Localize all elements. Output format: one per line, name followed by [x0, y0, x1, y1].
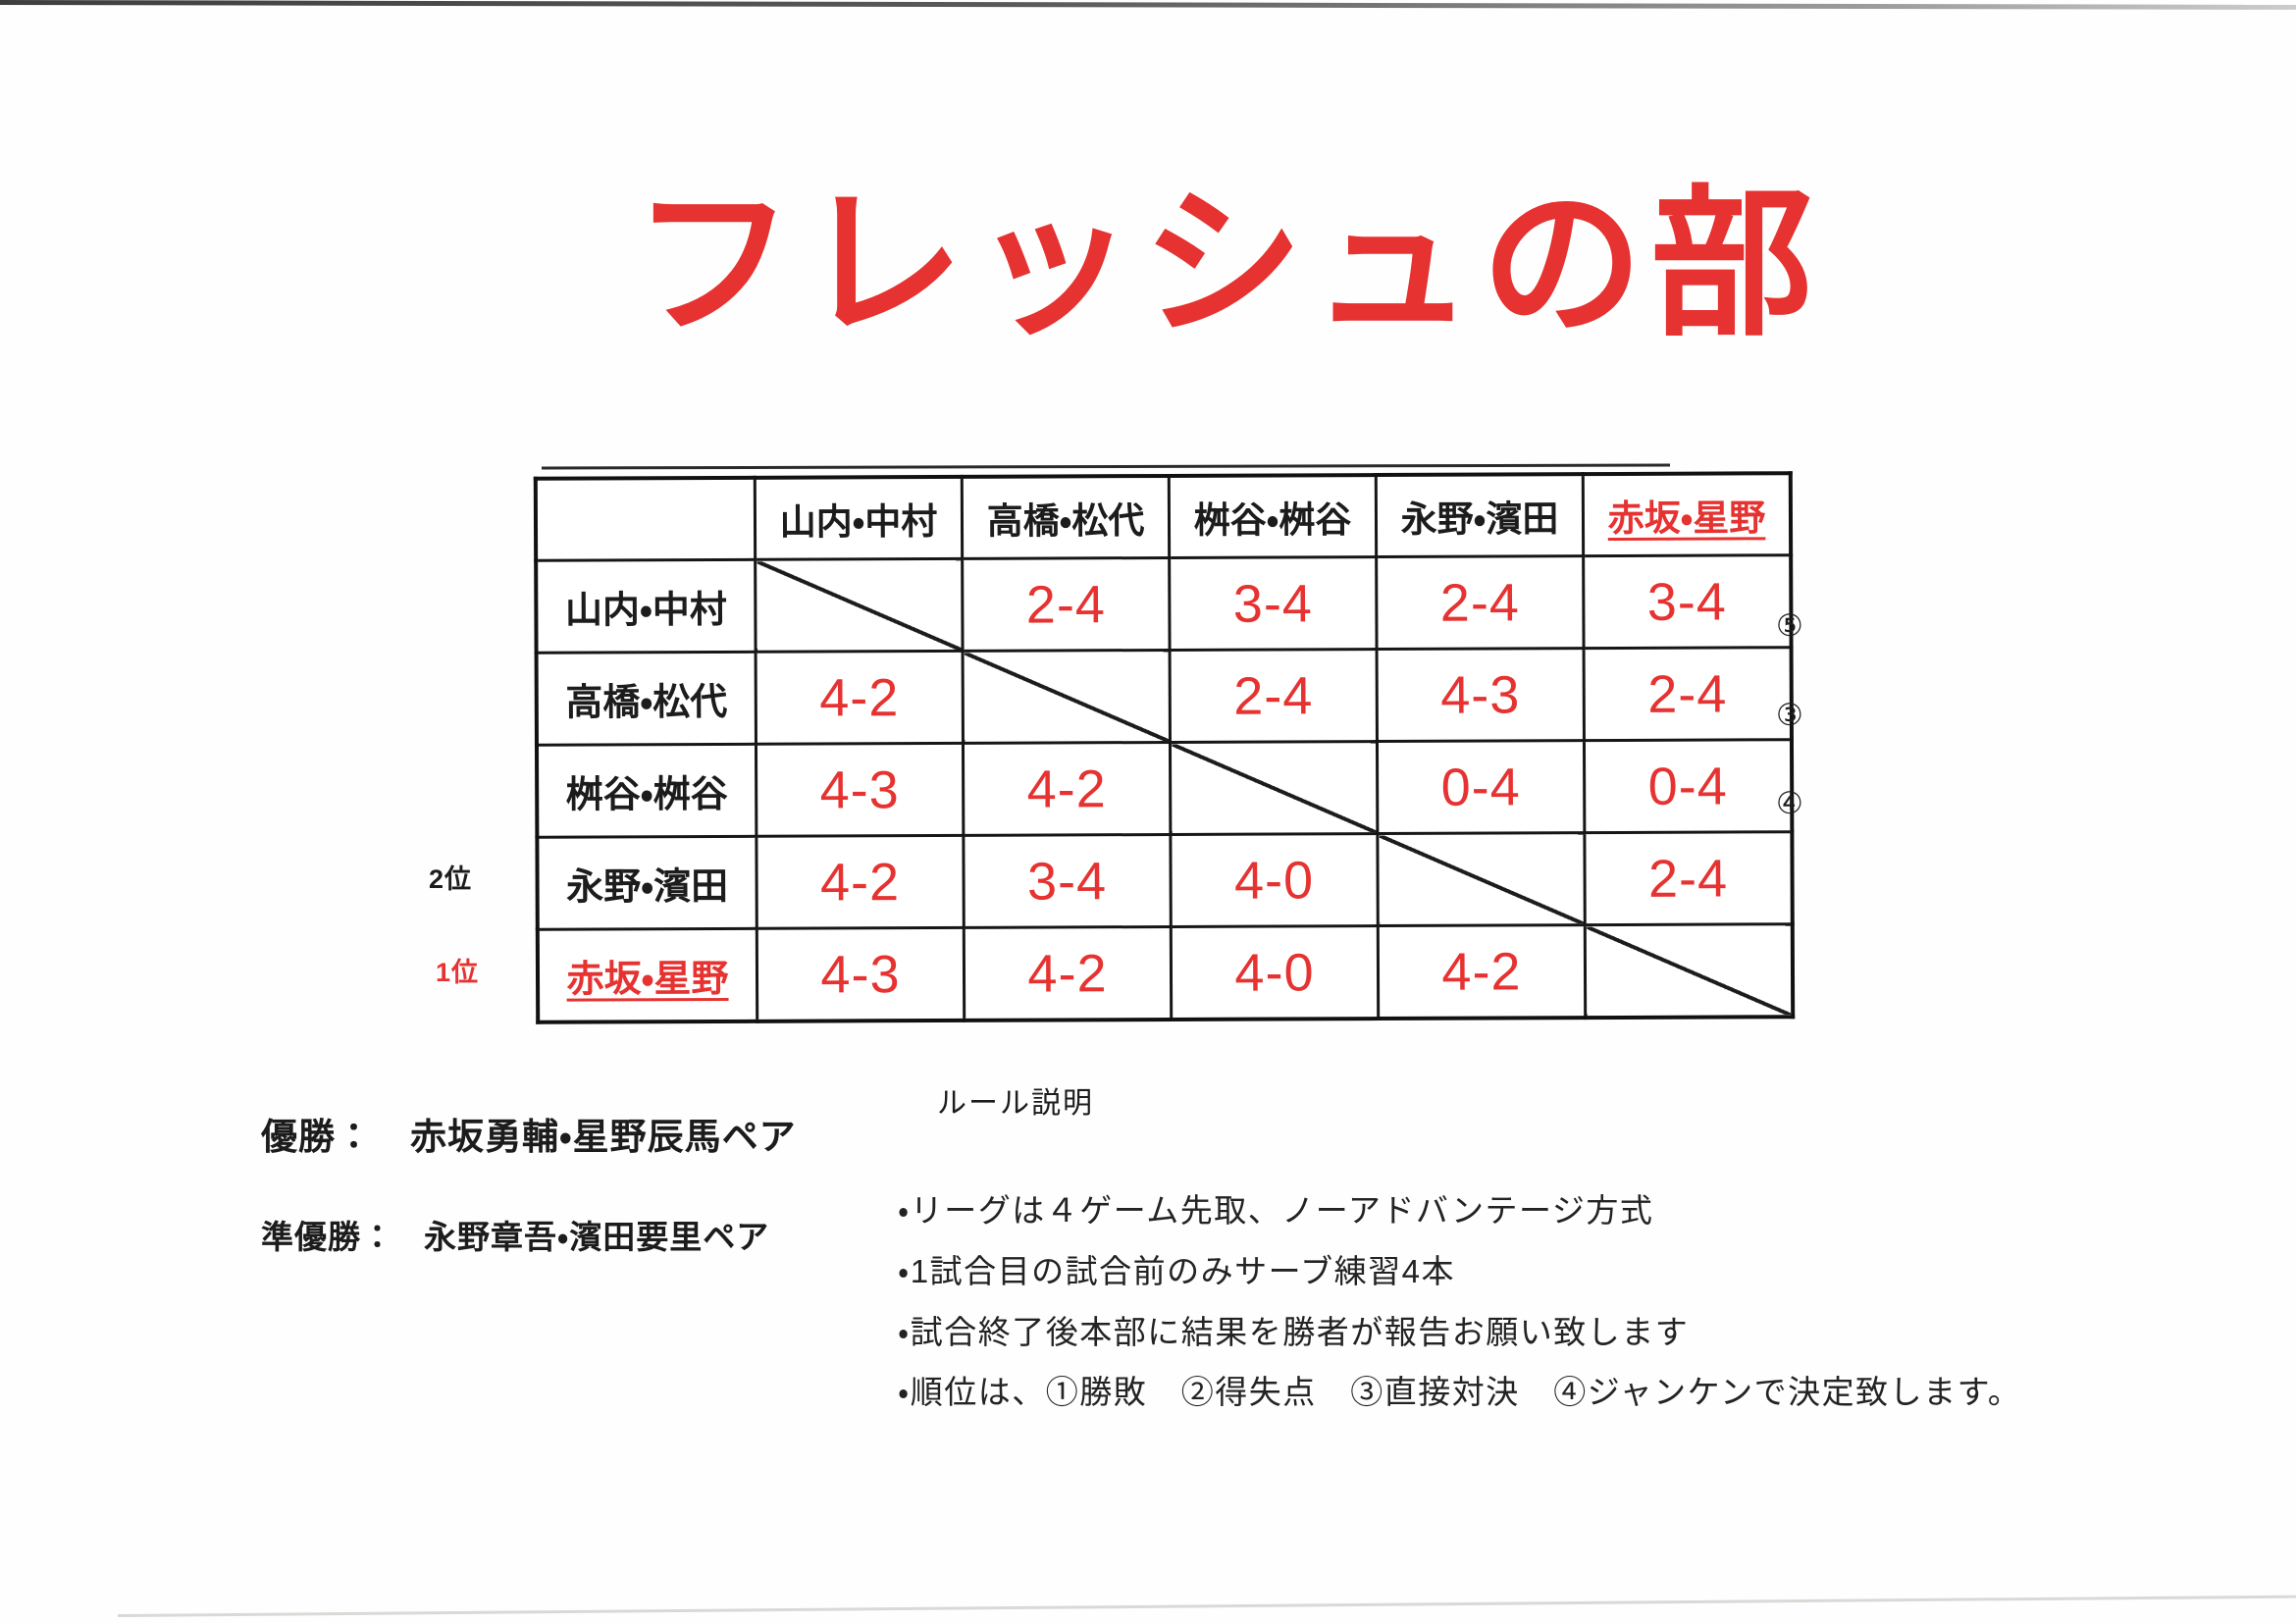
score-cell: 2-4: [1584, 647, 1792, 741]
runner-up-line: 準優勝： 永野章吾・濱田要里ペア: [261, 1211, 769, 1258]
round-robin-table: 山内・中村 高橋・松代 桝谷・桝谷 永野・濱田 赤坂・星野 山内・中村 2-4 …: [533, 471, 1796, 1024]
table-row: 永野・濱田 4-2 3-4 4-0 2-4: [537, 831, 1793, 930]
score-cell: 4-2: [756, 651, 964, 745]
page-title: フレッシュの部: [632, 176, 1821, 355]
row-header-yamauchi-nakamura: 山内・中村: [536, 559, 757, 654]
score-cell: 4-2: [963, 742, 1171, 836]
circled-rank-mark-row3: ④: [1776, 786, 1803, 820]
score-cell: 4-3: [1377, 648, 1585, 742]
col-header-akasaka-hoshino: 赤坂・星野: [1583, 473, 1792, 556]
score-cell: 2-4: [1584, 831, 1793, 925]
score-cell: 4-2: [1378, 924, 1586, 1020]
table-top-ghost-line: [541, 463, 1671, 470]
col-header-takahashi-matsushiro: 高橋・松代: [962, 475, 1170, 559]
col-header-masuya-masuya: 桝谷・桝谷: [1169, 475, 1377, 558]
score-cell: 2-4: [962, 557, 1171, 652]
col-header-yamauchi-nakamura: 山内・中村: [755, 476, 963, 560]
score-cell: 0-4: [1377, 740, 1585, 834]
score-cell: 4-3: [756, 743, 964, 837]
scan-edge-top-line: [0, 0, 2296, 10]
table-row: 高橋・松代 4-2 2-4 4-3 2-4: [536, 647, 1792, 746]
table-header-row: 山内・中村 高橋・松代 桝谷・桝谷 永野・濱田 赤坂・星野: [535, 473, 1792, 561]
runner-up-pair-name: 永野章吾・濱田要里ペア: [424, 1219, 770, 1255]
champion-line: 優勝： 赤坂勇輔・星野辰馬ペア: [261, 1107, 797, 1160]
table-row: 赤坂・星野 4-3 4-2 4-0 4-2: [537, 923, 1794, 1022]
score-cell: 2-4: [1170, 649, 1378, 743]
score-cell: 4-2: [756, 835, 965, 929]
score-cell: 2-4: [1376, 555, 1585, 650]
table-corner-cell: [535, 477, 756, 561]
self-match-cell: [1377, 832, 1586, 926]
row-header-takahashi-matsushiro: 高橋・松代: [536, 652, 757, 746]
rule-item: ・リーグは４ゲーム先取、ノーアドバンテージ方式: [898, 1192, 1654, 1229]
rank-label-first: 1位: [436, 958, 480, 987]
table-row: 桝谷・桝谷 4-3 4-2 0-4 0-4: [536, 739, 1793, 838]
self-match-cell: [755, 558, 964, 653]
table-row: 山内・中村 2-4 3-4 2-4 3-4: [536, 554, 1792, 654]
scan-edge-bottom-line: [118, 1595, 2296, 1617]
col-header-nagano-hamada: 永野・濱田: [1376, 474, 1584, 557]
score-cell: 0-4: [1584, 739, 1793, 833]
runner-up-label: 準優勝：: [261, 1219, 394, 1255]
row-header-nagano-hamada: 永野・濱田: [537, 836, 757, 930]
score-cell: 4-0: [1170, 833, 1379, 927]
circled-rank-mark-row2: ③: [1776, 698, 1803, 732]
score-cell: 3-4: [963, 834, 1172, 928]
rules-heading: ルール説明: [937, 1087, 1094, 1120]
rule-item: ・試合終了後本部に結果を勝者が報告お願い致します: [898, 1314, 1690, 1350]
self-match-cell: [1170, 741, 1378, 835]
champion-label: 優勝：: [261, 1117, 373, 1157]
row-header-masuya-masuya: 桝谷・桝谷: [536, 744, 757, 838]
rank-label-second: 2位: [429, 864, 473, 894]
score-cell: 3-4: [1583, 554, 1792, 649]
row-header-akasaka-hoshino: 赤坂・星野: [537, 928, 757, 1022]
score-cell: 4-3: [757, 927, 965, 1021]
rule-item: ・1試合目の試合前のみサーブ練習4本: [898, 1253, 1455, 1289]
self-match-cell: [963, 650, 1171, 744]
champion-pair-name: 赤坂勇輔・星野辰馬ペア: [410, 1117, 797, 1157]
rule-item: ・順位は、①勝敗 ②得失点 ③直接対決 ④ジャンケンで決定致します。: [898, 1374, 2022, 1410]
score-cell: 4-0: [1171, 925, 1379, 1020]
score-cell: 4-2: [964, 926, 1172, 1021]
self-match-cell: [1585, 923, 1794, 1019]
circled-rank-mark-row1: ⑤: [1776, 608, 1803, 643]
score-cell: 3-4: [1169, 556, 1378, 651]
